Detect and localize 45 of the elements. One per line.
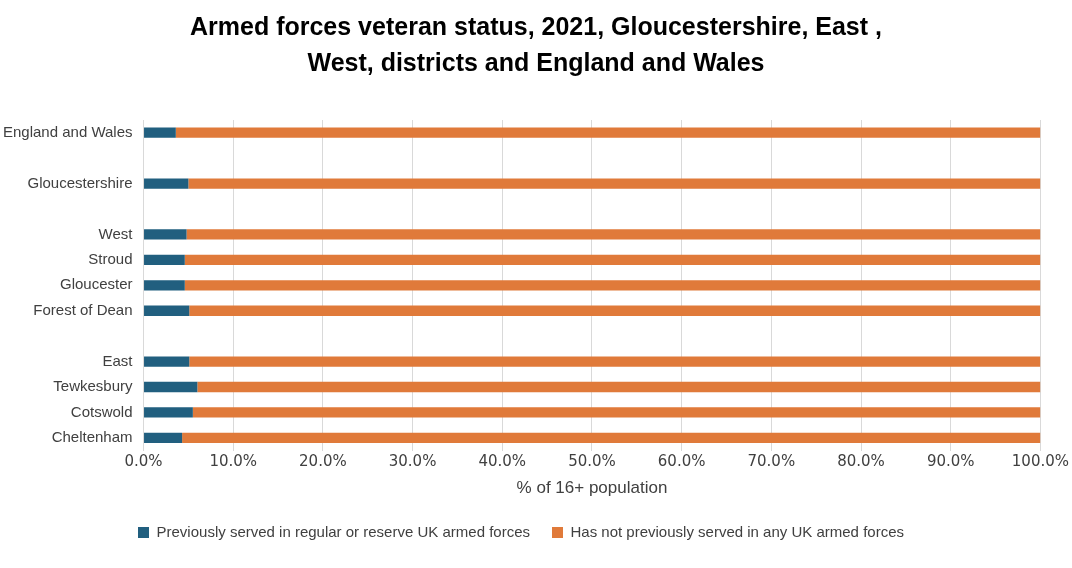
bar — [144, 127, 176, 138]
x-tick-label: 40.0% — [478, 452, 527, 471]
y-tick-label: Cotswold — [70, 402, 133, 420]
x-tick-label: 50.0% — [568, 452, 616, 471]
bar — [144, 432, 183, 444]
bar — [144, 381, 198, 393]
bar — [189, 305, 1041, 316]
bar — [144, 407, 193, 418]
y-tick-label: Gloucester — [59, 275, 133, 293]
bar — [175, 127, 1041, 138]
bar — [188, 178, 1041, 189]
y-tick-label: Forest of Dean — [33, 300, 133, 318]
legend-label: Previously served in regular or reserve UK armed forces — [156, 522, 531, 540]
y-tick-label: Tewkesbury — [53, 377, 134, 395]
x-tick-label: 80.0% — [837, 452, 885, 471]
y-tick-label: England and Wales — [3, 122, 133, 140]
y-tick-label: Cheltenham — [51, 428, 133, 446]
bar — [184, 280, 1041, 291]
x-axis-title: % of 16+ population — [516, 478, 668, 498]
bar — [197, 381, 1041, 393]
x-tick-label: 0.0% — [124, 452, 163, 471]
chart-title: Armed forces veteran status, 2021, Gloucestershire, East , West, districts and England and Wales — [189, 11, 883, 78]
x-tick-label: 10.0% — [209, 452, 258, 471]
bar — [192, 407, 1041, 418]
legend-label: Has not previously served in any UK armed forces — [570, 522, 904, 540]
bar — [144, 280, 185, 291]
bar — [189, 356, 1041, 367]
y-tick-label: Gloucestershire — [27, 173, 133, 191]
bar — [182, 432, 1041, 444]
x-tick-label: 100.0% — [1011, 452, 1069, 471]
x-tick-label: 20.0% — [299, 452, 347, 471]
bar — [186, 229, 1041, 240]
y-tick-label: Stroud — [88, 250, 133, 268]
x-tick-label: 30.0% — [388, 452, 437, 471]
bar — [144, 356, 190, 367]
bar — [144, 229, 187, 240]
bar — [144, 254, 185, 266]
bar — [144, 178, 189, 189]
bar — [184, 254, 1041, 266]
y-tick-label: East — [102, 351, 134, 369]
bar — [144, 305, 190, 316]
x-tick-label: 90.0% — [926, 452, 975, 471]
x-tick-label: 70.0% — [747, 452, 796, 471]
y-tick-label: West — [98, 224, 134, 242]
x-tick-label: 60.0% — [657, 452, 706, 471]
